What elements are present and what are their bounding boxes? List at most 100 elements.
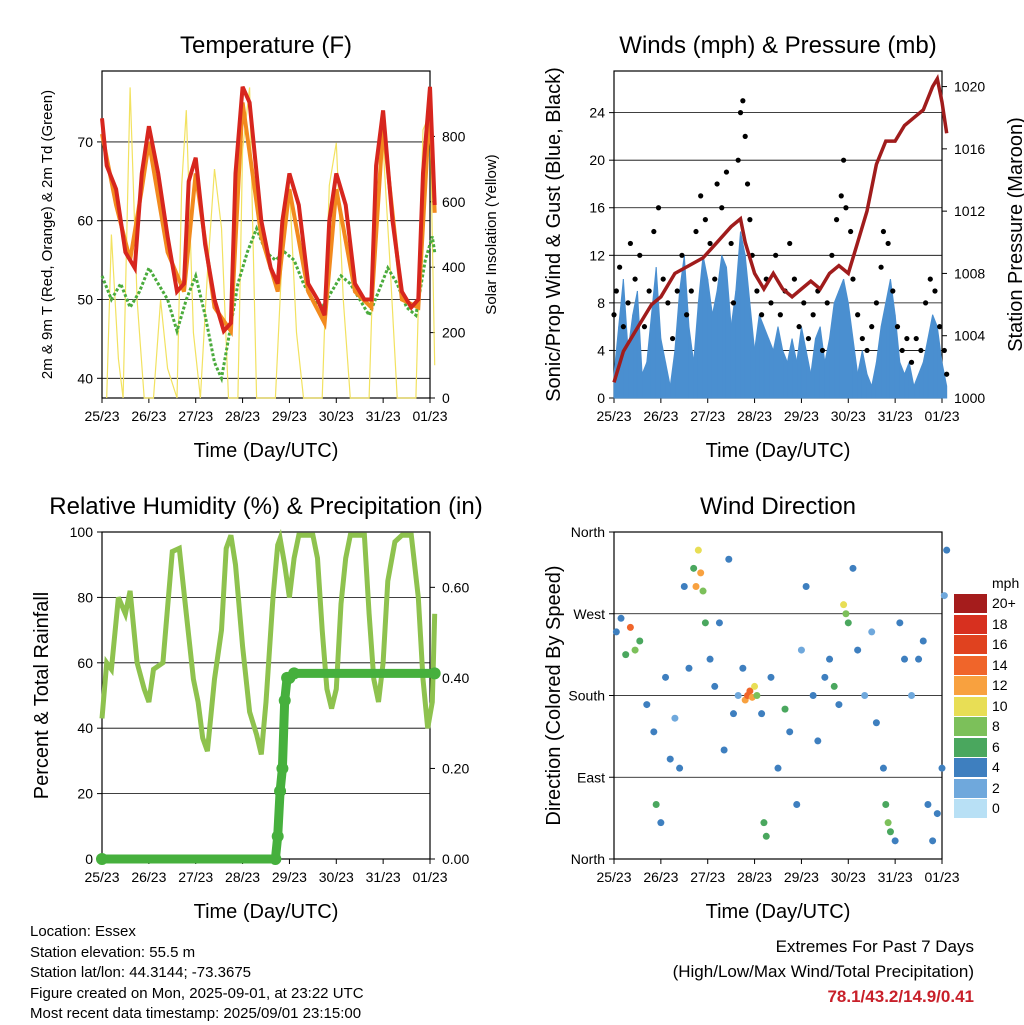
- gust-point: [829, 252, 835, 258]
- gust-point: [843, 205, 849, 211]
- gust-point: [878, 264, 884, 270]
- precipitation-point: [274, 785, 287, 798]
- y2-tick-label: 400: [442, 259, 466, 275]
- y2-tick-label: 0.20: [442, 760, 469, 776]
- direction-point: [929, 837, 937, 845]
- sustained-wind-mark: [674, 290, 681, 399]
- y-tick-label: 24: [589, 105, 605, 121]
- sustained-wind-mark: [711, 290, 718, 399]
- gust-point: [719, 205, 725, 211]
- sustained-wind-mark: [899, 362, 906, 399]
- x-tick-label: 25/23: [596, 408, 631, 424]
- direction-point: [657, 819, 665, 827]
- gust-point: [740, 98, 746, 104]
- legend-swatch: [954, 676, 987, 695]
- x-tick-label: 29/23: [272, 408, 307, 424]
- direction-point: [797, 646, 805, 654]
- sustained-wind-mark: [707, 279, 713, 399]
- direction-point: [617, 614, 625, 622]
- y-tick-label: 70: [77, 134, 93, 150]
- direction-point: [626, 623, 634, 631]
- gust-point: [810, 312, 816, 318]
- sustained-wind-mark: [866, 374, 873, 399]
- y2-tick-label: 800: [442, 128, 466, 144]
- y-tick-label: West: [573, 606, 605, 622]
- gust-point: [908, 359, 915, 365]
- legend-swatch: [954, 614, 987, 634]
- sustained-wind-mark: [927, 314, 934, 399]
- y-tick-label: North: [571, 851, 605, 867]
- gust-point: [737, 110, 744, 116]
- direction-point: [826, 655, 834, 663]
- direction-point: [774, 764, 782, 772]
- sustained-wind-mark: [904, 362, 910, 399]
- gust-point: [617, 264, 623, 270]
- gust-point: [819, 347, 826, 354]
- sustained-wind-mark: [665, 362, 671, 399]
- sustained-wind-mark: [918, 362, 924, 399]
- sustained-wind-mark: [800, 326, 807, 399]
- sustained-wind-mark: [889, 279, 896, 399]
- precipitation-point: [428, 667, 441, 680]
- sustained-wind-mark: [768, 338, 774, 399]
- extremes-title: Extremes For Past 7 Days: [775, 937, 974, 956]
- y-axis-label: 2m & 9m T (Red, Orange) & 2m Td (Green): [39, 90, 56, 379]
- x-tick-label: 25/23: [84, 869, 119, 885]
- sustained-wind-mark: [838, 278, 845, 399]
- direction-point: [762, 832, 770, 840]
- y-tick-label: 4: [597, 342, 605, 358]
- direction-point: [896, 619, 904, 627]
- x-tick-label: 28/23: [225, 869, 260, 885]
- direction-point: [891, 837, 899, 845]
- sustained-wind-mark: [885, 278, 891, 399]
- gust-point: [894, 324, 901, 330]
- legend-label: 10: [992, 697, 1008, 714]
- y2-tick-label: 200: [442, 325, 466, 341]
- direction-point: [901, 655, 909, 663]
- y2-axis-label: Solar Insolation (Yellow): [483, 154, 500, 314]
- sustained-wind-mark: [646, 314, 652, 399]
- gust-point: [728, 240, 734, 247]
- x-tick-label: 28/23: [737, 408, 772, 424]
- gust-point: [838, 193, 844, 199]
- direction-point: [699, 587, 707, 595]
- gust-point: [913, 335, 919, 342]
- sustained-wind-mark: [772, 326, 779, 399]
- gust-point: [651, 228, 657, 235]
- gust-point: [688, 288, 694, 294]
- sustained-wind-mark: [814, 326, 821, 399]
- sustained-wind-mark: [693, 302, 699, 399]
- gust-point: [904, 335, 910, 342]
- sustained-wind-mark: [749, 302, 756, 399]
- legend-label: 0: [992, 800, 1000, 816]
- x-tick-label: 31/23: [366, 869, 401, 885]
- direction-point: [701, 619, 709, 627]
- sustained-wind-mark: [716, 255, 723, 399]
- x-tick-label: 30/23: [319, 869, 354, 885]
- y2-axis-label: Station Pressure (Maroon): [1005, 117, 1024, 352]
- gust-point: [768, 300, 774, 306]
- direction-point: [802, 583, 810, 590]
- legend-swatch: [954, 758, 987, 777]
- sustained-wind-mark: [922, 338, 929, 399]
- precipitation-point: [276, 762, 289, 775]
- station-location: Location: Essex: [30, 923, 136, 940]
- x-axis-label: Time (Day/UTC): [706, 440, 851, 462]
- direction-point: [720, 746, 728, 754]
- x-tick-label: 01/23: [924, 869, 959, 885]
- gust-point: [693, 228, 699, 235]
- gust-point: [655, 205, 662, 211]
- gust-point: [744, 181, 751, 187]
- chart-title: Relative Humidity (%) & Precipitation (i…: [49, 493, 482, 520]
- sustained-wind-mark: [655, 267, 662, 399]
- sustained-wind-mark: [744, 255, 751, 399]
- sustained-wind-mark: [852, 338, 859, 399]
- direction-point: [884, 819, 892, 827]
- legend-title: mph: [992, 575, 1020, 591]
- sustained-wind-mark: [843, 278, 849, 399]
- direction-point: [854, 646, 862, 654]
- legend-swatch: [954, 655, 987, 675]
- direction-point: [652, 801, 660, 808]
- sustained-wind-mark: [932, 314, 938, 399]
- station-latlon: Station lat/lon: 44.3144; -73.3675: [30, 964, 252, 981]
